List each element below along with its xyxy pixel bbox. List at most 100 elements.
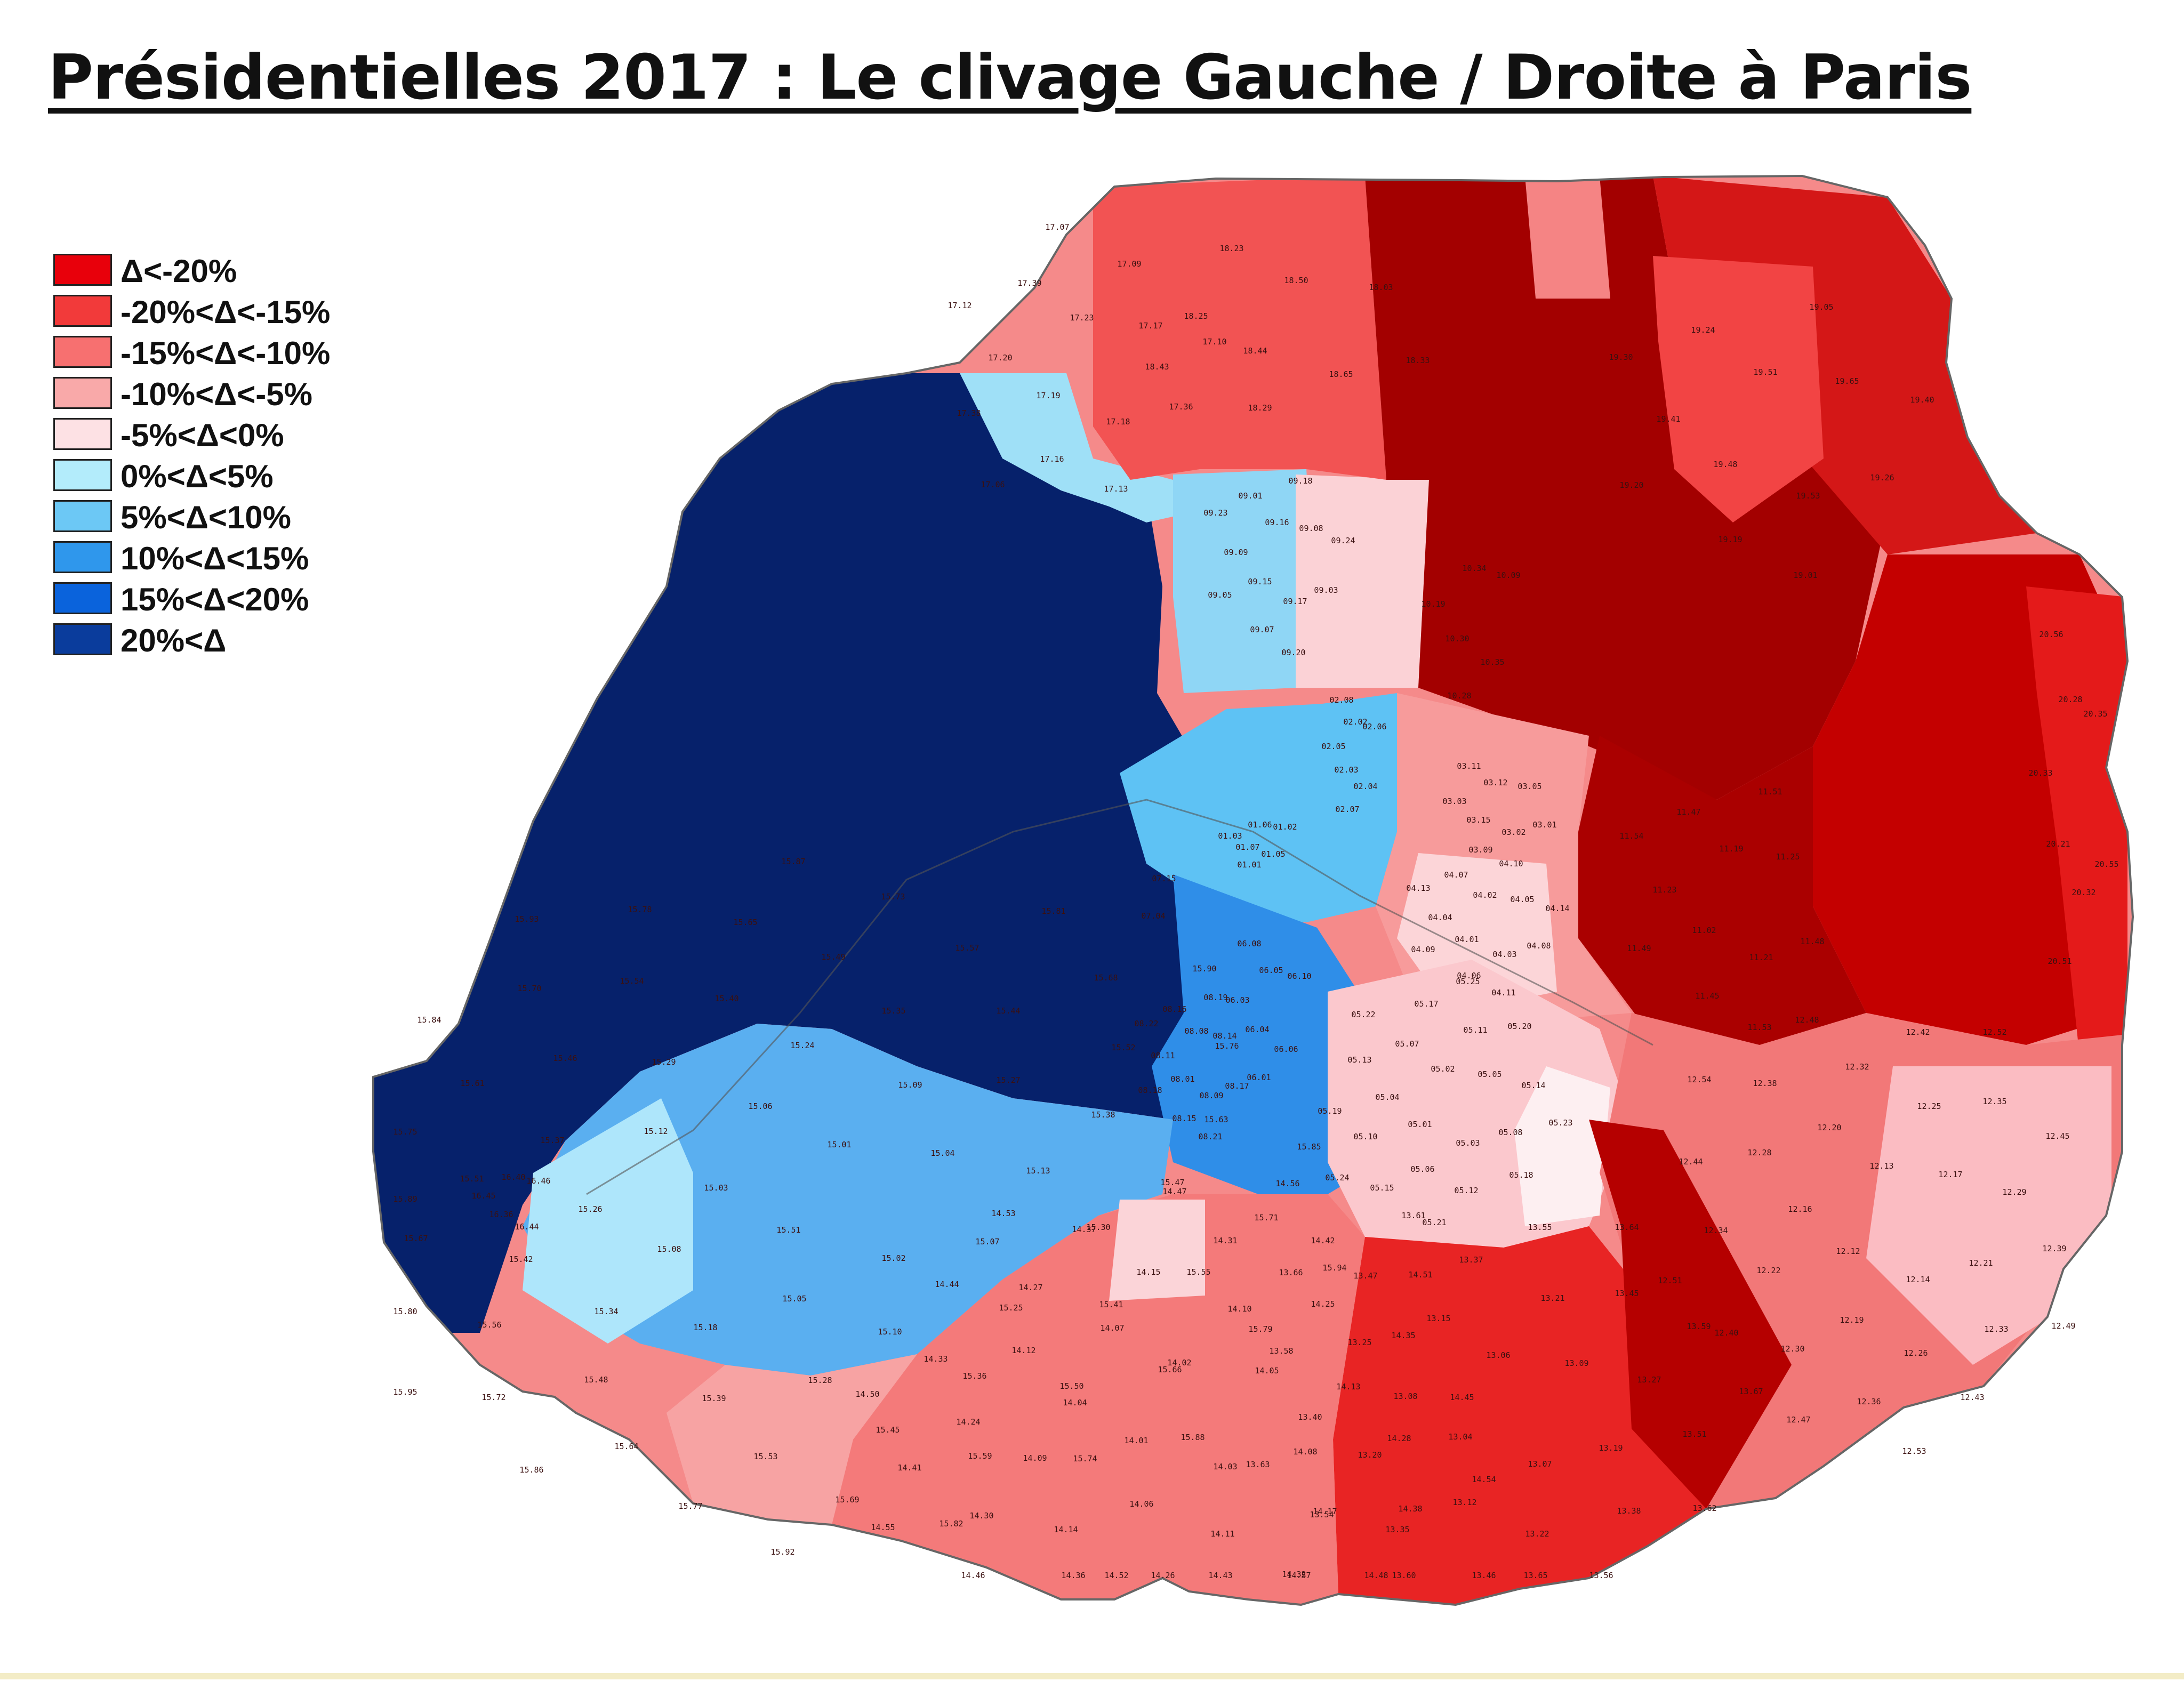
quartier-label: 13.64 bbox=[1615, 1222, 1639, 1232]
quartier-label: 15.35 bbox=[881, 1006, 905, 1016]
paris-outline bbox=[372, 174, 2134, 1606]
quartier-label: 15.04 bbox=[930, 1148, 954, 1158]
zone-14e-pale bbox=[1109, 1200, 1205, 1301]
quartier-label: 09.01 bbox=[1238, 491, 1262, 501]
quartier-label: 05.23 bbox=[1548, 1118, 1572, 1128]
quartier-label: 05.08 bbox=[1498, 1128, 1522, 1137]
quartier-label: 13.22 bbox=[1525, 1529, 1549, 1539]
quartier-label: 13.15 bbox=[1426, 1314, 1450, 1323]
quartier-label: 09.23 bbox=[1203, 508, 1227, 518]
quartier-label: 17.23 bbox=[1070, 313, 1094, 323]
quartier-label: 12.44 bbox=[1679, 1157, 1703, 1167]
quartier-label: 14.02 bbox=[1167, 1358, 1191, 1368]
quartier-label: 13.37 bbox=[1459, 1255, 1483, 1265]
quartier-label: 07.15 bbox=[1152, 874, 1176, 883]
quartier-label: 12.42 bbox=[1906, 1027, 1930, 1037]
quartier-label: 14.01 bbox=[1124, 1436, 1148, 1445]
quartier-label: 15.51 bbox=[776, 1225, 800, 1235]
quartier-label: 15.84 bbox=[417, 1015, 441, 1025]
quartier-label: 14.31 bbox=[1213, 1236, 1237, 1245]
quartier-label: 17.19 bbox=[1036, 391, 1060, 400]
legend-label: Δ<-20% bbox=[121, 253, 237, 289]
quartier-label: 12.39 bbox=[2042, 1244, 2066, 1253]
quartier-label: 17.39 bbox=[1017, 278, 1041, 288]
legend-swatch bbox=[53, 459, 112, 491]
quartier-label: 15.88 bbox=[1181, 1433, 1205, 1442]
quartier-label: 19.05 bbox=[1809, 302, 1833, 312]
quartier-label: 04.07 bbox=[1444, 870, 1468, 880]
quartier-label: 19.24 bbox=[1691, 325, 1715, 335]
legend-label: 0%<Δ<5% bbox=[121, 459, 274, 494]
quartier-label: 01.06 bbox=[1248, 820, 1272, 830]
quartier-label: 08.22 bbox=[1134, 1019, 1158, 1028]
zone-11e bbox=[1578, 736, 1866, 1045]
quartier-label: 09.09 bbox=[1224, 548, 1248, 557]
quartier-label: 14.36 bbox=[1061, 1571, 1085, 1580]
quartier-label: 03.05 bbox=[1517, 782, 1541, 791]
quartier-label: 08.19 bbox=[1203, 993, 1227, 1002]
quartier-label: 12.36 bbox=[1857, 1397, 1881, 1406]
quartier-label: 18.43 bbox=[1145, 362, 1169, 372]
quartier-label: 14.30 bbox=[969, 1511, 993, 1521]
quartier-label: 12.29 bbox=[2002, 1187, 2026, 1197]
quartier-label: 15.44 bbox=[996, 1006, 1020, 1016]
quartier-label: 05.04 bbox=[1375, 1092, 1399, 1102]
quartier-label: 10.30 bbox=[1445, 634, 1469, 644]
quartier-label: 20.51 bbox=[2048, 956, 2071, 966]
quartier-labels: 17.19 17.23 18.44 18.50 18.65 19.48 17.18 17.20… bbox=[393, 222, 2118, 1580]
quartier-label: 14.25 bbox=[1311, 1299, 1335, 1309]
zone-19e-ouest bbox=[1653, 256, 1824, 522]
quartier-label: 20.28 bbox=[2058, 695, 2082, 704]
zone-14e bbox=[832, 1194, 1365, 1605]
quartier-label: 13.59 bbox=[1687, 1322, 1711, 1331]
quartier-label: 15.29 bbox=[652, 1057, 676, 1067]
quartier-label: 19.01 bbox=[1793, 570, 1817, 580]
quartier-label: 08.15 bbox=[1172, 1114, 1196, 1123]
quartier-label: 04.08 bbox=[1527, 941, 1551, 951]
quartier-label: 15.67 bbox=[404, 1234, 428, 1243]
quartier-label: 15.25 bbox=[999, 1303, 1023, 1313]
quartier-label: 16.36 bbox=[489, 1210, 513, 1219]
quartier-label: 13.19 bbox=[1599, 1443, 1623, 1453]
quartier-label: 15.76 bbox=[1215, 1041, 1239, 1051]
quartier-label: 12.54 bbox=[1687, 1075, 1711, 1084]
quartier-label: 15.13 bbox=[1026, 1166, 1050, 1176]
quartier-label: 15.39 bbox=[702, 1394, 726, 1403]
quartier-label: 05.07 bbox=[1395, 1039, 1419, 1049]
quartier-label: 13.40 bbox=[1298, 1412, 1322, 1422]
quartier-label: 14.52 bbox=[1104, 1571, 1128, 1580]
quartier-label: 05.15 bbox=[1370, 1183, 1394, 1193]
quartier-label: 15.90 bbox=[1192, 964, 1216, 974]
quartier-label: 12.30 bbox=[1780, 1344, 1804, 1354]
quartier-label: 16.46 bbox=[526, 1176, 550, 1186]
quartier-label: 12.20 bbox=[1817, 1123, 1841, 1132]
quartier-label: 14.07 bbox=[1100, 1323, 1124, 1333]
quartier-label: 17.10 bbox=[1202, 337, 1226, 347]
quartier-label: 15.70 bbox=[517, 984, 541, 993]
quartier-label: 17.38 bbox=[957, 408, 981, 418]
quartier-label: 12.14 bbox=[1906, 1275, 1930, 1284]
quartier-label: 11.51 bbox=[1758, 787, 1782, 797]
quartier-label: 09.05 bbox=[1208, 590, 1232, 600]
quartier-label: 11.49 bbox=[1627, 944, 1651, 953]
quartier-label: 03.02 bbox=[1502, 827, 1525, 837]
quartier-label: 15.61 bbox=[460, 1079, 484, 1088]
quartier-label: 04.03 bbox=[1492, 950, 1516, 959]
quartier-label: 14.33 bbox=[924, 1354, 948, 1364]
quartier-label: 15.57 bbox=[955, 943, 979, 953]
quartier-label: 14.24 bbox=[956, 1417, 980, 1427]
quartier-label: 03.15 bbox=[1466, 815, 1490, 825]
quartier-label: 08.16 bbox=[1162, 1004, 1186, 1014]
quartier-label: 14.15 bbox=[1136, 1267, 1160, 1277]
quartier-label: 12.17 bbox=[1938, 1170, 1962, 1179]
quartier-label: 04.02 bbox=[1473, 890, 1497, 900]
quartier-label: 15.47 bbox=[1160, 1178, 1184, 1187]
quartier-label: 15.37 bbox=[540, 1136, 564, 1145]
quartier-label: 14.06 bbox=[1129, 1499, 1153, 1509]
quartier-label: 17.13 bbox=[1104, 484, 1128, 494]
quartier-label: 04.06 bbox=[1457, 971, 1481, 980]
quartier-label: 06.05 bbox=[1259, 966, 1283, 975]
quartier-label: 05.13 bbox=[1347, 1055, 1371, 1065]
quartier-label: 17.09 bbox=[1117, 259, 1141, 269]
quartier-label: 08.11 bbox=[1151, 1051, 1175, 1060]
